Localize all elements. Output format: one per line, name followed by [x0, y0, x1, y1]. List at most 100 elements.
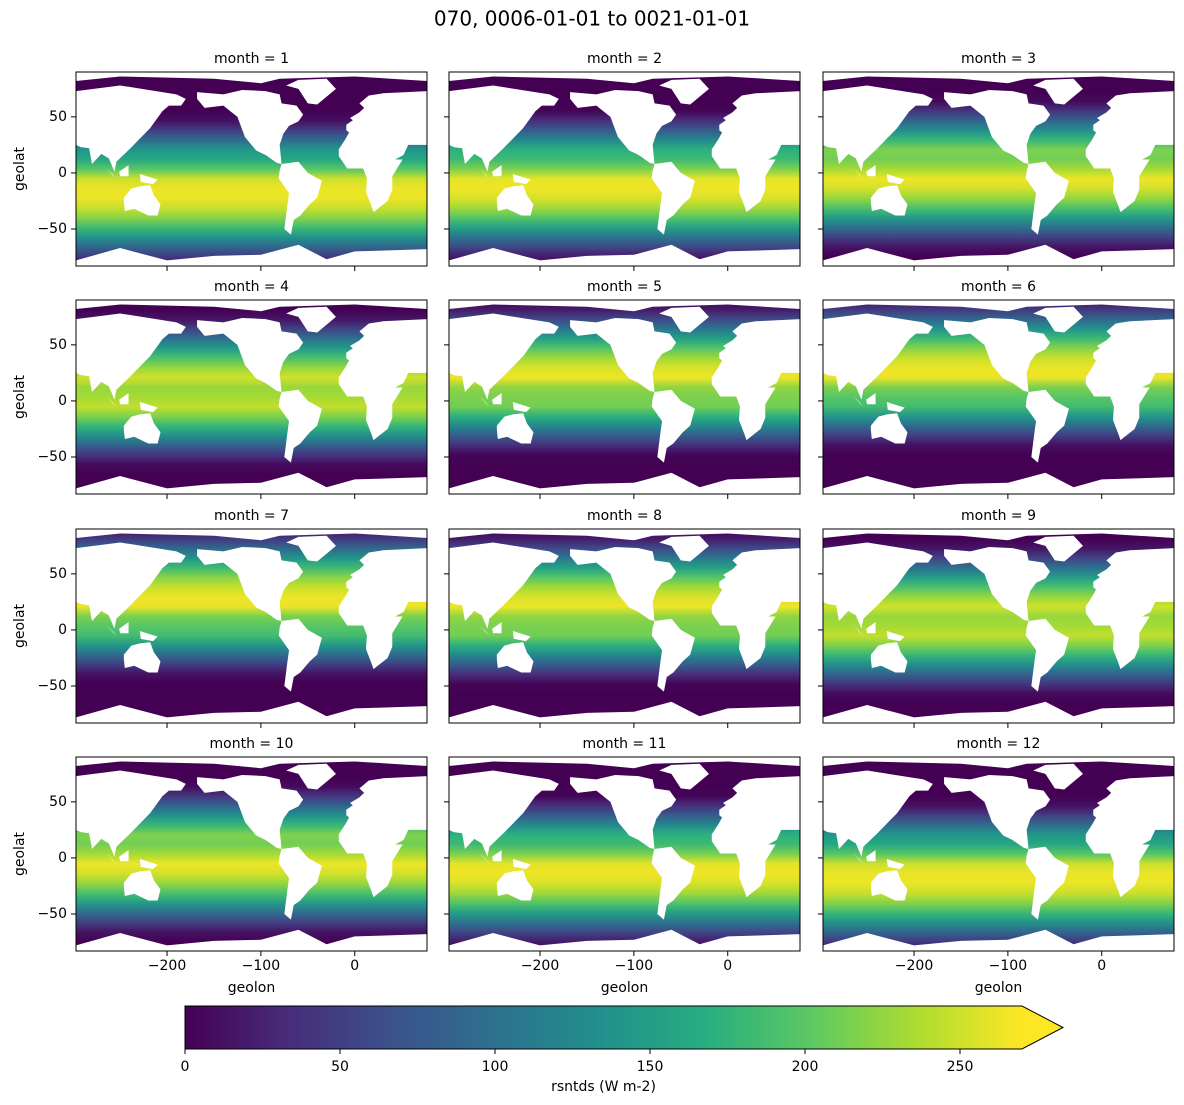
land — [651, 618, 695, 692]
y-tick-label: 0 — [58, 850, 67, 866]
land — [449, 313, 559, 400]
land — [823, 85, 933, 172]
land — [139, 631, 158, 642]
land — [823, 929, 1174, 951]
land — [139, 174, 158, 185]
panel-frame — [75, 528, 428, 724]
land — [659, 78, 709, 105]
land — [123, 642, 161, 673]
land — [823, 72, 1174, 84]
figure-title: 070, 0006-01-01 to 0021-01-01 — [434, 7, 750, 31]
land — [659, 535, 709, 562]
land — [106, 852, 117, 864]
land — [512, 859, 531, 870]
land — [866, 165, 876, 177]
panel-frame — [448, 528, 801, 724]
land — [512, 402, 531, 413]
panel-title: month = 2 — [587, 51, 662, 67]
land — [76, 542, 186, 629]
land — [496, 870, 534, 901]
colorbar-tick-label: 100 — [482, 1059, 509, 1075]
colorbar-extend — [1022, 1006, 1063, 1049]
colorbar-tick-label: 150 — [637, 1059, 664, 1075]
y-tick-label: 50 — [49, 109, 67, 125]
land — [1033, 535, 1083, 562]
panel-frame — [75, 756, 428, 952]
land — [496, 185, 534, 216]
land — [479, 624, 490, 636]
land — [76, 244, 427, 266]
map-panel — [449, 529, 800, 723]
panel-title: month = 3 — [961, 51, 1036, 67]
y-tick-label: 0 — [58, 393, 67, 409]
land — [76, 85, 186, 172]
map-panel — [76, 300, 427, 494]
map-panel — [449, 72, 800, 266]
map-panel — [76, 72, 427, 266]
land — [496, 413, 534, 444]
colorbar-frame — [184, 1005, 1065, 1050]
land — [866, 850, 876, 862]
land — [512, 174, 531, 185]
land — [449, 529, 800, 541]
y-tick-label: −50 — [37, 449, 67, 465]
land — [570, 774, 677, 849]
land — [449, 244, 800, 266]
land — [449, 701, 800, 723]
land — [570, 546, 677, 621]
land — [944, 89, 1051, 164]
land — [823, 757, 1174, 769]
y-tick-label: 0 — [58, 165, 67, 181]
panel-frame — [822, 299, 1175, 495]
land — [106, 395, 117, 407]
land — [76, 313, 186, 400]
colorbar-label: rsntds (W m-2) — [551, 1079, 656, 1095]
panel-frame — [448, 299, 801, 495]
land — [119, 165, 129, 177]
land — [823, 472, 1174, 494]
land — [76, 770, 186, 857]
x-tick-label: −200 — [148, 958, 186, 974]
land — [651, 846, 695, 920]
land — [479, 167, 490, 179]
x-axis-label: geolon — [228, 980, 275, 996]
map-panel — [449, 757, 800, 951]
map-panel — [76, 529, 427, 723]
land — [197, 546, 304, 621]
land — [286, 763, 336, 790]
land — [1025, 618, 1069, 692]
land — [1033, 763, 1083, 790]
y-tick-label: 50 — [49, 337, 67, 353]
land — [823, 701, 1174, 723]
panel-frame — [822, 528, 1175, 724]
land — [866, 393, 876, 405]
land — [139, 859, 158, 870]
panel-title: month = 8 — [587, 508, 662, 524]
y-tick-label: 50 — [49, 794, 67, 810]
land — [1033, 306, 1083, 333]
land — [886, 402, 905, 413]
panel-frame — [822, 756, 1175, 952]
land — [1085, 319, 1174, 441]
land — [853, 395, 864, 407]
land — [823, 770, 933, 857]
land — [123, 870, 161, 901]
land — [76, 472, 427, 494]
panel-frame — [75, 299, 428, 495]
panel-frame — [448, 756, 801, 952]
land — [449, 929, 800, 951]
land — [286, 535, 336, 562]
land — [870, 870, 908, 901]
y-axis-label: geolat — [12, 831, 28, 876]
land — [123, 413, 161, 444]
land — [278, 389, 322, 463]
land — [1025, 846, 1069, 920]
land — [886, 631, 905, 642]
colorbar — [185, 1006, 1022, 1049]
land — [711, 319, 800, 441]
panel-title: month = 4 — [214, 279, 289, 295]
y-axis-label: geolat — [12, 603, 28, 648]
panel-title: month = 11 — [583, 736, 667, 752]
land — [479, 852, 490, 864]
